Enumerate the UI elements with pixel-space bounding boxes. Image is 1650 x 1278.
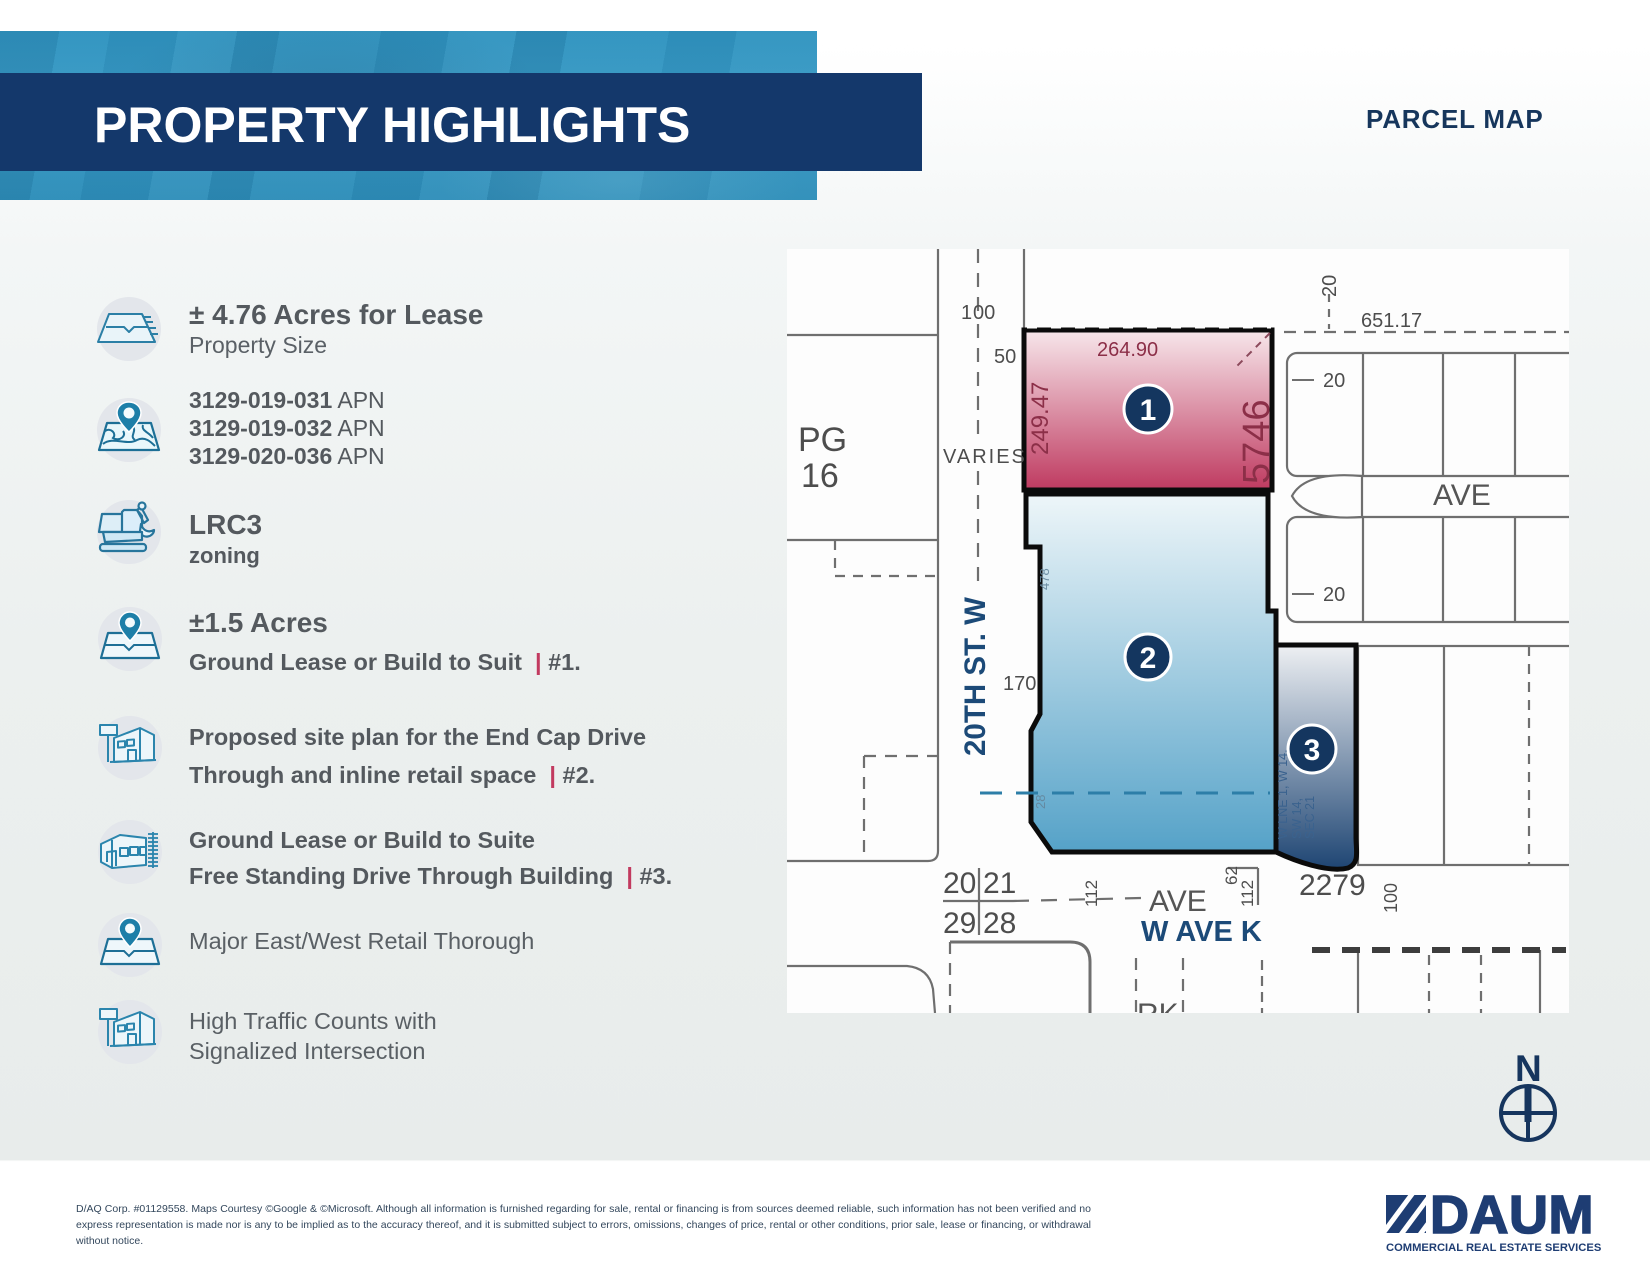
svg-text:1: 1 [961,302,972,324]
svg-text:28: 28 [983,907,1016,940]
svg-text:N: N [1515,1048,1542,1089]
svg-text:COMMERCIAL REAL ESTATE SERVICE: COMMERCIAL REAL ESTATE SERVICES [1386,1242,1602,1254]
svg-text:VARIES: VARIES [943,446,1027,468]
svg-text:2: 2 [1140,642,1157,675]
svg-text:100: 100 [1381,883,1401,913]
svg-text:20: 20 [943,867,976,900]
svg-text:112: 112 [1082,880,1101,907]
svg-text:28: 28 [1033,795,1048,809]
svg-text:478: 478 [1037,568,1052,590]
svg-text:20: 20 [1323,370,1345,392]
svg-text:AVE: AVE [1433,479,1491,512]
svg-text:249.47: 249.47 [1027,382,1054,455]
svg-text:50: 50 [994,346,1016,368]
svg-text:170: 170 [1003,673,1036,695]
svg-text:651.17: 651.17 [1361,310,1422,332]
svg-text:SW 14,: SW 14, [1290,798,1304,839]
svg-text:RK: RK [1137,998,1179,1013]
svg-text:264.90: 264.90 [1097,339,1158,361]
svg-text:W LNE 1, W 14,: W LNE 1, W 14, [1276,749,1290,839]
svg-text:20TH ST. W: 20TH ST. W [959,597,992,756]
svg-text:29: 29 [943,907,976,940]
svg-text:3: 3 [1304,734,1321,767]
svg-text:PG: PG [798,421,847,459]
svg-text:SEC 21: SEC 21 [1303,796,1317,839]
svg-text:2279: 2279 [1299,869,1366,902]
svg-text:W AVE K: W AVE K [1141,916,1262,948]
svg-text:20: 20 [1323,584,1345,606]
svg-text:21: 21 [983,867,1016,900]
svg-text:16: 16 [801,457,839,495]
svg-text:62: 62 [1222,866,1241,885]
svg-text:00: 00 [973,302,995,324]
svg-text:DAUM: DAUM [1430,1192,1594,1245]
svg-text:20: 20 [1319,275,1341,297]
svg-text:5746: 5746 [1236,399,1278,484]
svg-text:112: 112 [1238,880,1257,907]
svg-text:AVE: AVE [1149,885,1207,918]
svg-text:1: 1 [1140,394,1157,427]
